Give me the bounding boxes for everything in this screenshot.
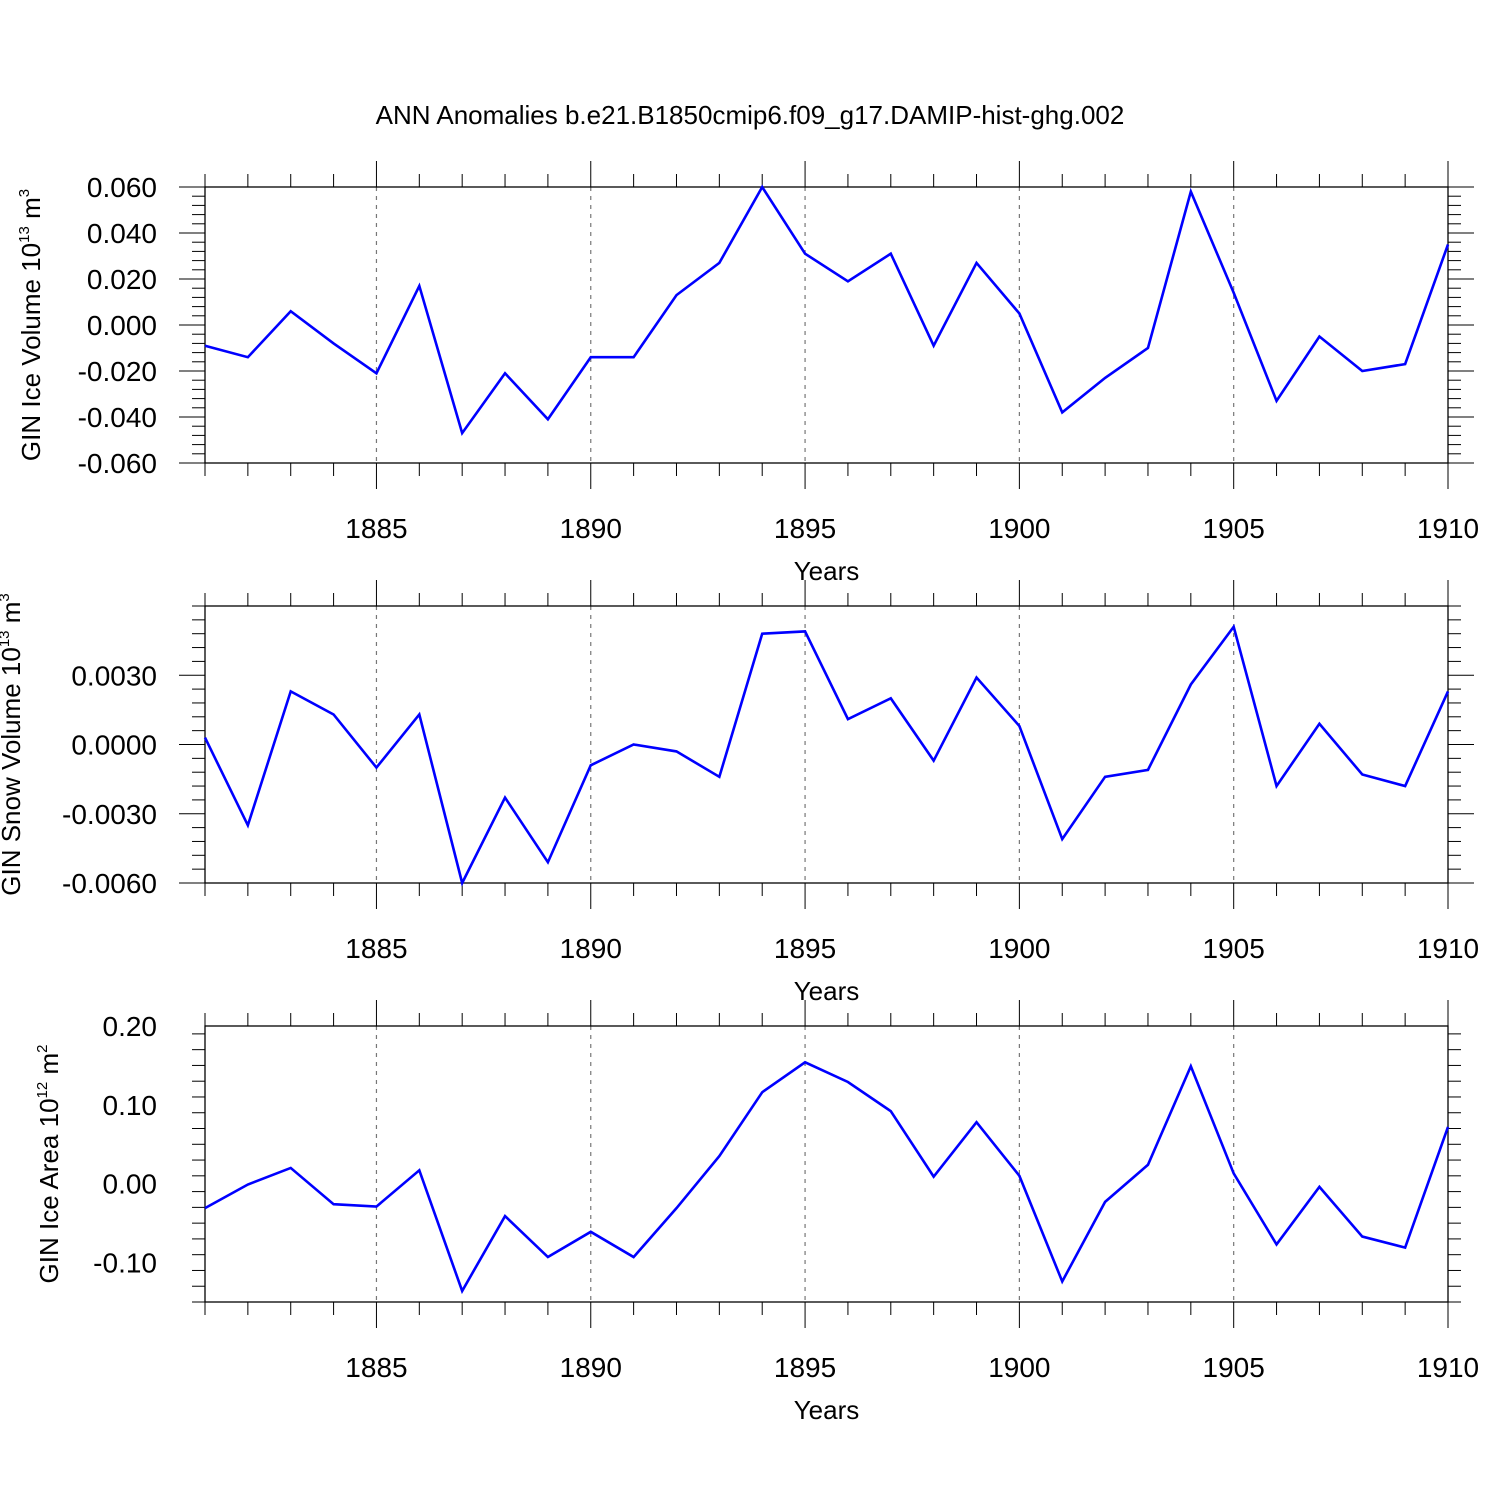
x-tick-label: 1885 [345, 513, 407, 544]
y-tick-label: 0.20 [103, 1011, 158, 1042]
y-axis-label-superscript: 12 [34, 1082, 51, 1099]
y-tick-label: 0.0030 [71, 660, 157, 691]
y-tick-label: 0.020 [87, 264, 157, 295]
y-axis-label-part: m [16, 197, 46, 226]
y-axis-label: GIN Ice Area 1012 m2 [34, 1045, 64, 1284]
x-tick-label: 1895 [774, 513, 836, 544]
y-tick-label: 0.00 [103, 1169, 158, 1200]
x-tick-label: 1895 [774, 1352, 836, 1383]
x-tick-label: 1900 [988, 513, 1050, 544]
x-tick-label: 1910 [1417, 933, 1479, 964]
y-axis-label: GIN Snow Volume 1013 m3 [0, 593, 26, 896]
x-tick-label: 1895 [774, 933, 836, 964]
y-tick-label: 0.000 [87, 310, 157, 341]
x-axis-label: Years [794, 976, 860, 1006]
y-axis-label-part: m [34, 1053, 64, 1082]
y-axis-label-superscript: 2 [34, 1045, 51, 1053]
y-axis-label: GIN Ice Volume 1013 m3 [16, 189, 46, 461]
y-axis-label-superscript: 13 [16, 226, 33, 243]
chart-panels: -0.060 -0.040 -0.020 0.000 0.020 0.040 0.060 18… [0, 161, 1479, 1425]
y-tick-label: 0.060 [87, 172, 157, 203]
y-axis-label-part: GIN Snow Volume 10 [0, 647, 26, 896]
x-axis-label: Years [794, 1395, 860, 1425]
x-tick-label: 1900 [988, 933, 1050, 964]
chart-panel-2: -0.0060 -0.0030 0.0000 0.0030 1885 1890 1895 19… [0, 580, 1479, 1006]
y-tick-label: -0.020 [78, 356, 157, 387]
y-tick-label: 0.0000 [71, 730, 157, 761]
x-tick-label: 1890 [560, 933, 622, 964]
x-tick-label: 1910 [1417, 1352, 1479, 1383]
x-tick-label: 1905 [1203, 1352, 1265, 1383]
chart-panel-1: -0.060 -0.040 -0.020 0.000 0.020 0.040 0.060 18… [16, 161, 1479, 586]
x-tick-label: 1900 [988, 1352, 1050, 1383]
y-tick-label: 0.10 [103, 1090, 158, 1121]
x-tick-label: 1890 [560, 1352, 622, 1383]
data-line-series-1 [204, 1060, 1450, 1295]
x-tick-label: 1910 [1417, 513, 1479, 544]
y-axis-label-superscript: 13 [0, 630, 13, 647]
y-tick-label: -0.040 [78, 402, 157, 433]
plot-frame [204, 1025, 1449, 1303]
x-tick-label: 1905 [1203, 513, 1265, 544]
x-axis-label: Years [794, 556, 860, 586]
x-tick-label: 1905 [1203, 933, 1265, 964]
x-tick-label: 1890 [560, 513, 622, 544]
y-axis-label-part: GIN Ice Volume 10 [16, 243, 46, 461]
x-tick-label: 1885 [345, 933, 407, 964]
data-line-series-1 [204, 184, 1450, 437]
chart-panel-3: -0.10 0.00 0.10 0.20 1885 1890 1895 1900 1905 191… [34, 1000, 1479, 1425]
y-axis-label-superscript: 3 [0, 593, 13, 601]
x-tick-label: 1885 [345, 1352, 407, 1383]
y-tick-label: -0.10 [93, 1248, 157, 1279]
y-tick-label: -0.0060 [62, 868, 157, 899]
y-axis-label-superscript: 3 [16, 189, 33, 197]
plot-frame [204, 186, 1449, 464]
y-axis-label-part: m [0, 602, 26, 631]
chart-title: ANN Anomalies b.e21.B1850cmip6.f09_g17.D… [376, 100, 1125, 130]
y-tick-label: -0.060 [78, 448, 157, 479]
data-line-series-1 [203, 623, 1450, 887]
y-axis-label-part: GIN Ice Area 10 [34, 1098, 64, 1283]
y-tick-label: -0.0030 [62, 799, 157, 830]
plot-frame [204, 605, 1449, 884]
y-tick-label: 0.040 [87, 218, 157, 249]
